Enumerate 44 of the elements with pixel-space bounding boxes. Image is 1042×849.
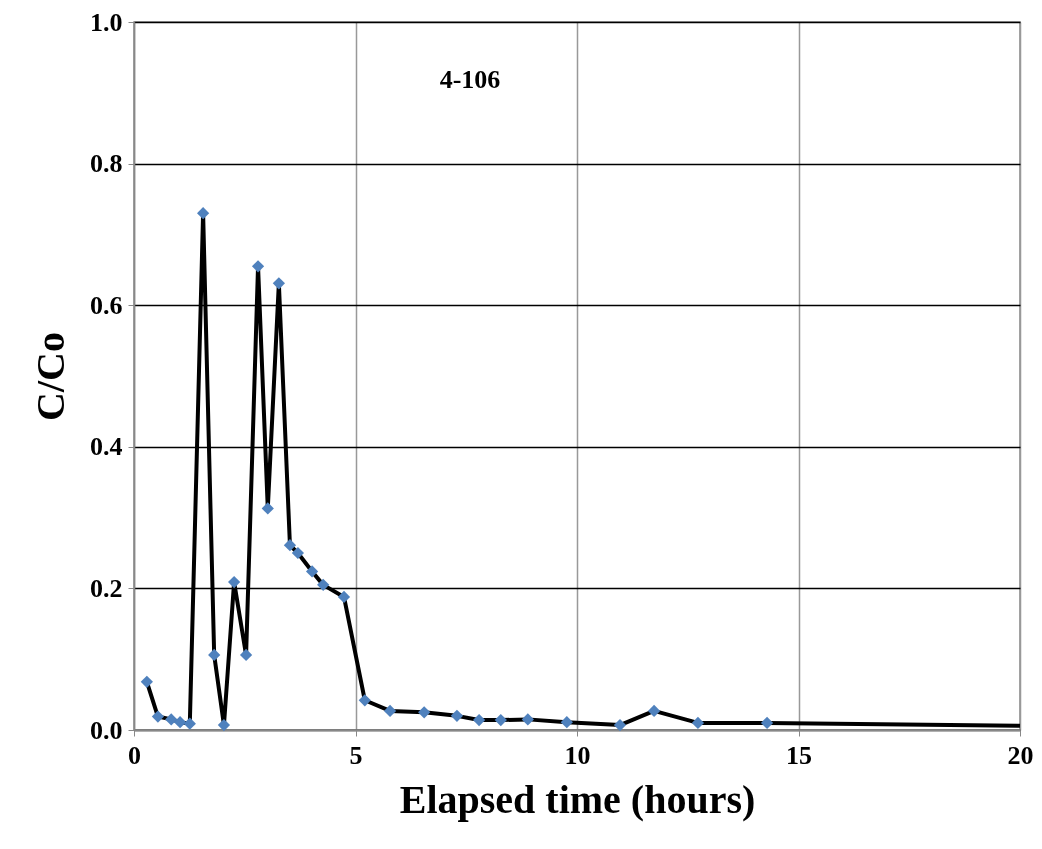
point xyxy=(151,710,165,723)
y-tick-label: 0.0 xyxy=(90,715,123,745)
point xyxy=(337,590,351,604)
y-tick-label: 0.4 xyxy=(90,432,123,462)
y-axis-title: C/Co xyxy=(28,332,73,421)
annotation: 4-106 xyxy=(439,65,501,94)
x-tick-label: 5 xyxy=(349,740,363,770)
point xyxy=(760,716,774,730)
point xyxy=(283,539,297,552)
point xyxy=(691,716,705,730)
point xyxy=(196,207,210,220)
point xyxy=(305,565,319,578)
point xyxy=(317,578,330,591)
x-tick-label: 10 xyxy=(564,740,591,770)
point xyxy=(358,694,371,707)
point xyxy=(472,713,486,727)
point xyxy=(239,648,253,662)
x-tick-label: 20 xyxy=(1007,740,1034,770)
point xyxy=(494,713,507,727)
y-tick-label: 0.8 xyxy=(90,149,123,179)
y-tick-label: 0.2 xyxy=(90,573,123,603)
point xyxy=(165,713,178,726)
point xyxy=(251,260,265,273)
point xyxy=(140,675,153,688)
point xyxy=(647,704,661,718)
y-tick-label: 1.0 xyxy=(90,7,123,37)
x-tick-label: 0 xyxy=(128,740,141,770)
point xyxy=(261,502,274,515)
x-tick-label: 15 xyxy=(786,740,812,770)
point xyxy=(272,277,285,290)
y-tick-label: 0.6 xyxy=(90,290,123,320)
point xyxy=(418,706,431,719)
point xyxy=(613,718,627,732)
point xyxy=(217,718,231,732)
x-axis-title: Elapsed time (hours) xyxy=(399,776,756,822)
point xyxy=(383,704,397,718)
point xyxy=(208,648,221,662)
point xyxy=(183,717,196,730)
point xyxy=(450,709,464,722)
point xyxy=(521,713,534,726)
point xyxy=(560,716,573,729)
point xyxy=(173,716,187,729)
point xyxy=(227,575,241,589)
point xyxy=(291,546,305,560)
